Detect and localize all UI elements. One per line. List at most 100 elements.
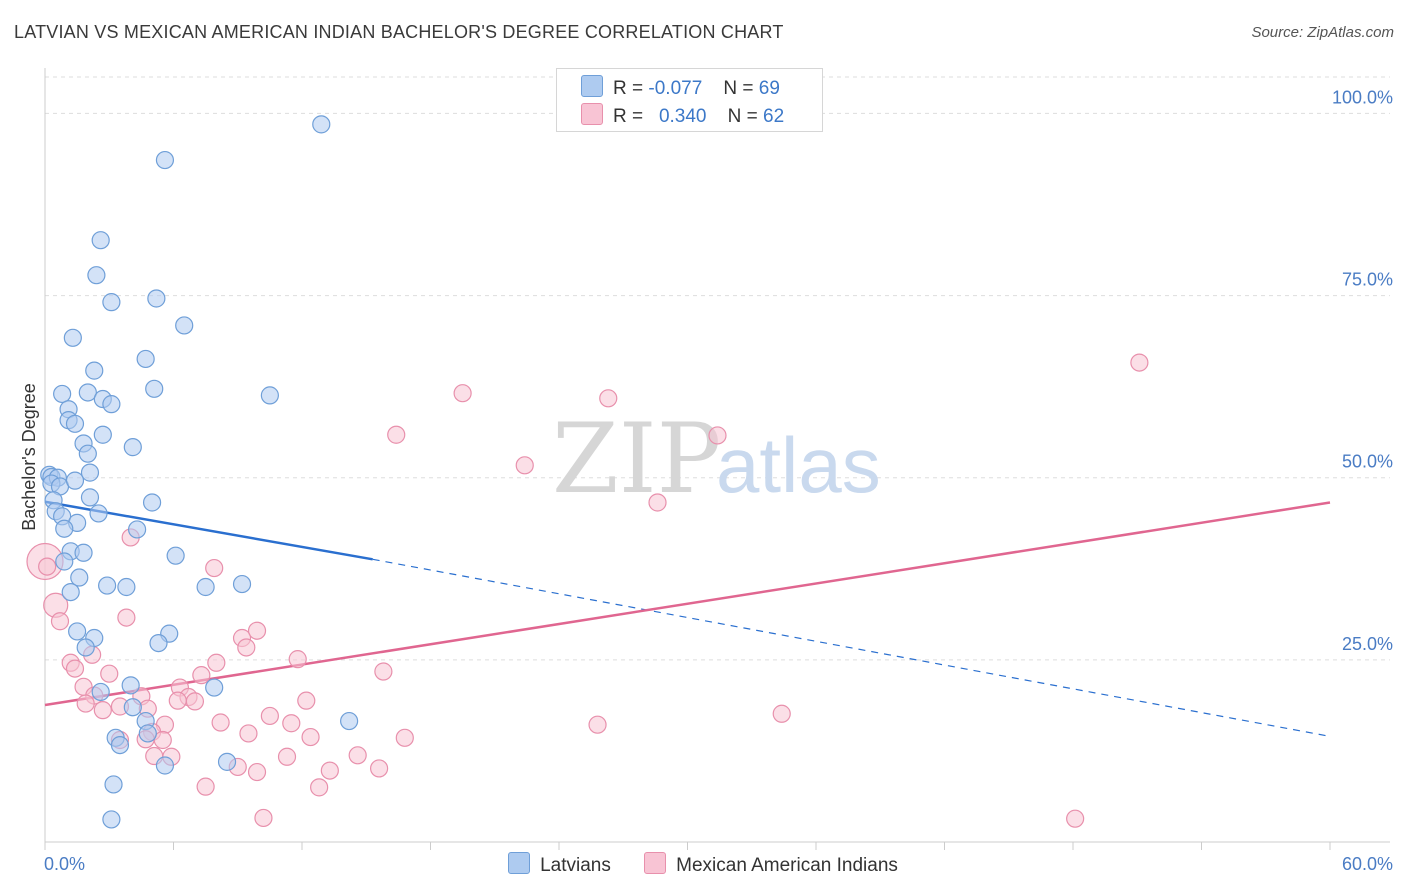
data-points	[26, 115, 1149, 829]
correlation-legend: R = -0.077 N = 69 R = 0.340 N = 62	[556, 68, 823, 132]
mexican-point	[297, 691, 316, 710]
y-tick-label: 25.0%	[1342, 634, 1393, 654]
latvian-point	[117, 577, 136, 597]
latvian-point	[102, 810, 121, 829]
x-tick-label-max: 60.0%	[1342, 854, 1393, 874]
mexican-point	[196, 777, 215, 796]
mexican-point	[65, 659, 85, 678]
mexican-point	[277, 747, 297, 766]
y-tick-label: 75.0%	[1342, 270, 1393, 290]
y-tick-label: 50.0%	[1342, 452, 1393, 472]
watermark-zip: ZIP	[552, 403, 721, 515]
legend-n-value-latvians: 69	[758, 78, 780, 99]
chart-title: LATVIAN VS MEXICAN AMERICAN INDIAN BACHE…	[14, 22, 784, 42]
series-legend: Latvians Mexican American Indians	[0, 852, 1406, 877]
y-tick-label: 100.0%	[1332, 87, 1393, 107]
mexican-point	[239, 724, 258, 743]
mexican-point	[1066, 809, 1085, 828]
latvian-point	[55, 519, 74, 538]
mexican-legend-swatch-icon	[644, 852, 667, 874]
latvian-point	[196, 577, 215, 597]
legend-r-value-mexican: 0.340	[658, 106, 707, 127]
latvian-legend-swatch-icon	[508, 852, 531, 874]
mexican-point	[100, 664, 119, 683]
latvian-point	[76, 638, 95, 657]
mexican-point	[192, 666, 211, 685]
latvian-point	[166, 546, 185, 565]
latvian-point	[110, 735, 130, 755]
axes	[44, 68, 1390, 850]
source-label: Source: ZipAtlas.com	[1251, 24, 1394, 41]
x-tick-label-min: 0.0%	[44, 854, 85, 874]
latvian-point	[87, 266, 106, 285]
legend-r-label: R =	[613, 106, 644, 127]
mexican-point	[254, 808, 273, 828]
mexican-point	[205, 558, 224, 578]
latvian-point	[149, 633, 168, 653]
mexican-point	[237, 638, 256, 657]
latvian-point	[102, 395, 121, 414]
mexican-point	[153, 730, 172, 750]
latvian-point	[155, 150, 175, 170]
mexican-point	[301, 727, 320, 747]
mexican-point	[310, 778, 329, 797]
latvian-trend-extension	[372, 558, 1331, 737]
mexican-point	[515, 456, 534, 475]
latvian-point	[61, 582, 80, 602]
latvian-point	[55, 552, 74, 571]
mexican-point	[708, 426, 727, 445]
watermark-atlas: atlas	[716, 421, 881, 509]
latvian-swatch-icon	[581, 75, 603, 97]
trend-lines	[44, 500, 1331, 737]
legend-n-label: N =	[723, 78, 754, 99]
latvian-point	[136, 349, 155, 369]
mexican-point	[320, 761, 339, 780]
legend-row-mexican: R = 0.340 N = 62	[581, 103, 784, 127]
mexican-point	[93, 701, 112, 720]
latvian-point	[68, 622, 87, 641]
mexican-swatch-icon	[581, 103, 603, 125]
mexican-point	[185, 692, 205, 711]
mexican-point	[117, 608, 136, 627]
mexican-point	[387, 425, 406, 444]
latvian-point	[74, 543, 93, 562]
latvian-point	[102, 293, 121, 312]
mexican-point	[348, 746, 367, 765]
latvian-point	[260, 386, 279, 405]
mexican-point	[211, 713, 230, 732]
latvian-point	[104, 775, 123, 794]
legend-label-latvians: Latvians	[540, 855, 611, 876]
mexican-point	[370, 759, 389, 778]
mexican-point	[260, 706, 279, 726]
legend-r-value-latvians: -0.077	[648, 78, 703, 99]
latvian-point	[340, 711, 359, 731]
latvian-point	[147, 289, 166, 308]
latvian-point	[63, 328, 82, 347]
mexican-point	[772, 704, 791, 723]
legend-n-label: N =	[727, 106, 758, 127]
latvian-point	[123, 698, 142, 717]
latvian-point	[175, 316, 194, 335]
legend-item-mexican: Mexican American Indians	[644, 852, 898, 877]
mexican-point	[168, 691, 187, 710]
latvian-point	[121, 676, 140, 695]
latvian-point	[80, 488, 100, 507]
legend-item-latvians: Latvians	[508, 852, 611, 877]
mexican-point	[247, 762, 267, 782]
latvian-point	[91, 682, 110, 702]
latvian-point	[145, 379, 164, 398]
latvian-point	[65, 414, 85, 433]
latvian-point	[53, 384, 72, 404]
latvian-point	[127, 520, 147, 539]
mexican-trend-line	[44, 501, 1331, 707]
mexican-point	[247, 621, 267, 640]
latvian-point	[89, 504, 108, 523]
mexican-point	[1130, 353, 1149, 372]
mexican-point	[288, 650, 307, 669]
latvian-point	[155, 756, 175, 775]
latvian-point	[65, 471, 85, 490]
mexican-point	[599, 389, 618, 408]
latvian-point	[78, 383, 97, 402]
latvian-point	[217, 752, 237, 771]
